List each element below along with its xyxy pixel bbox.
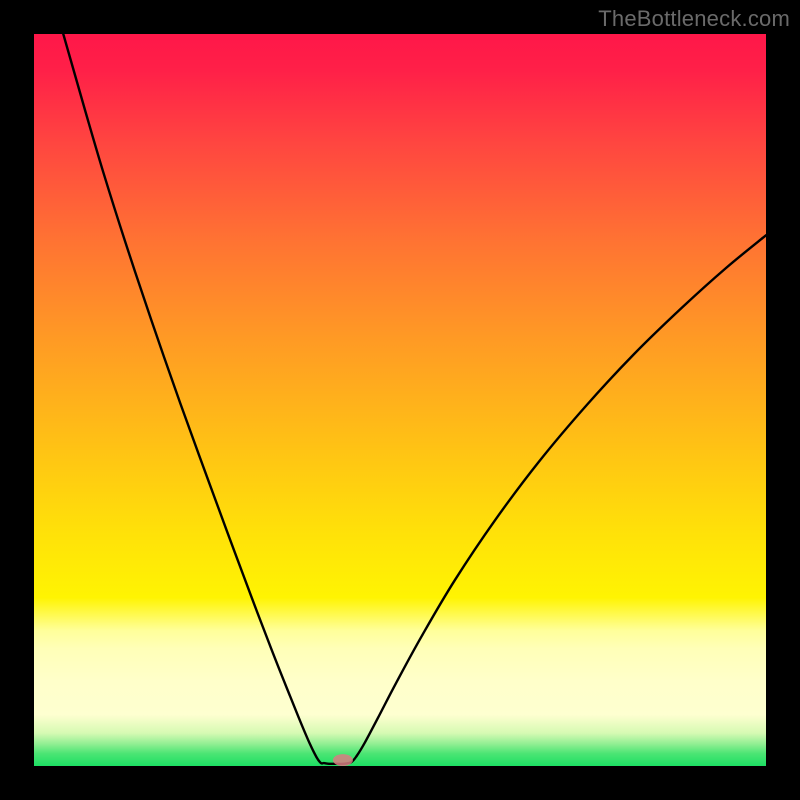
bottleneck-curve-chart (0, 0, 800, 800)
chart-gradient-background (34, 34, 766, 766)
optimal-marker (333, 754, 353, 766)
watermark-text: TheBottleneck.com (598, 6, 790, 32)
